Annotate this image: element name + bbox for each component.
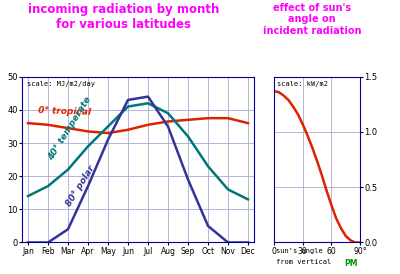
Text: incoming radiation by month
for various latitudes: incoming radiation by month for various … (28, 3, 220, 31)
Text: scale: MJ/m2/day: scale: MJ/m2/day (27, 81, 95, 87)
Text: from vertical: from vertical (276, 259, 331, 265)
Text: PM: PM (344, 259, 358, 268)
Text: sun's angle: sun's angle (276, 248, 323, 254)
Text: 80° polar: 80° polar (64, 164, 96, 208)
Text: scale: kW/m2: scale: kW/m2 (276, 81, 328, 87)
Text: 40° temperate: 40° temperate (46, 95, 92, 162)
Text: 0° tropical: 0° tropical (38, 106, 91, 117)
Text: effect of sun's
angle on
incident radiation: effect of sun's angle on incident radiat… (263, 3, 361, 36)
